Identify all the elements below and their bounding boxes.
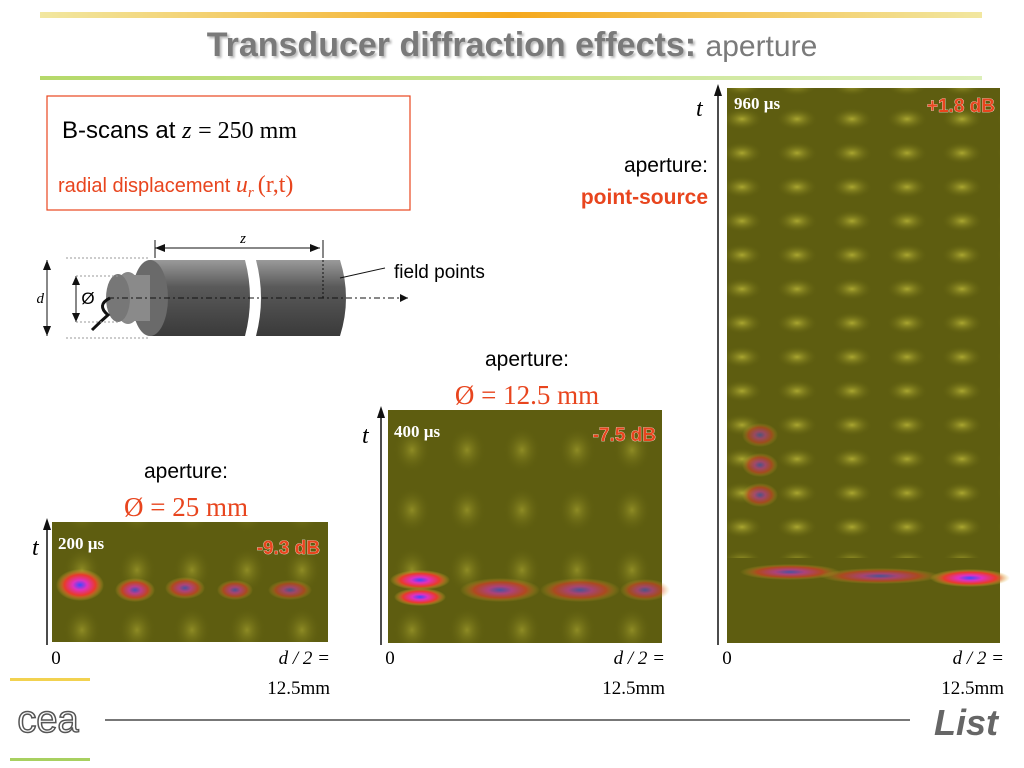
time-label: 960 µs	[734, 94, 781, 113]
footer-accent	[10, 758, 90, 761]
x-end: d / 2 =	[279, 648, 330, 669]
x-start: 0	[722, 648, 732, 669]
time-label: 200 µs	[58, 534, 105, 553]
math-sub: r	[248, 185, 254, 201]
info-line-1: B-scans at z = 250 mm	[62, 117, 297, 144]
panel-aperture: Ø = 12.5 mm	[455, 380, 599, 410]
axis-label: t	[696, 96, 704, 122]
top-rule	[40, 12, 982, 18]
gain-label: -7.5 dB	[593, 425, 656, 446]
title-main: Transducer diffraction effects:	[207, 26, 696, 64]
info-box	[46, 95, 411, 211]
title-rule	[40, 76, 982, 80]
bscan-image	[52, 522, 328, 642]
callout-label: field points	[394, 262, 485, 283]
axis-label: t	[362, 423, 370, 449]
axis-arrows	[43, 84, 722, 530]
x-end: d / 2 =	[953, 648, 1004, 669]
panel-caption: aperture:	[144, 460, 228, 483]
x-start: 0	[51, 648, 61, 669]
x-end-value: 12.5mm	[267, 678, 330, 699]
x-start: 0	[385, 648, 395, 669]
time-axes	[46, 90, 719, 645]
panel-caption: aperture:	[624, 154, 708, 177]
slide-title: Transducer diffraction effects: aperture	[207, 26, 818, 64]
gain-label: +1.8 dB	[927, 96, 995, 117]
bscan-image	[727, 88, 1010, 643]
transducer-diagram	[43, 240, 408, 339]
x-end-value: 12.5mm	[602, 678, 665, 699]
info-line-2: radial displacement ur (r,t)	[58, 172, 293, 201]
time-label: 400 µs	[394, 422, 441, 441]
panel-aperture: Ø = 25 mm	[124, 492, 248, 522]
math-var: z	[181, 118, 192, 144]
length-label: z	[239, 231, 246, 247]
axis-label: t	[32, 535, 40, 561]
bscan-image	[388, 410, 670, 643]
gain-label: -9.3 dB	[257, 538, 320, 559]
math-var: u	[236, 172, 248, 198]
x-end-value: 12.5mm	[941, 678, 1004, 699]
info-text: radial displacement	[58, 175, 231, 197]
footer-accent	[10, 678, 90, 681]
title-sub: aperture	[706, 30, 818, 63]
logo-list: List	[934, 702, 1000, 743]
math-args: (r,t)	[258, 172, 294, 198]
math-value: = 250 mm	[198, 118, 297, 144]
x-end: d / 2 =	[614, 648, 665, 669]
diameter-label: d	[37, 291, 45, 307]
panel-caption: aperture:	[485, 348, 569, 371]
info-text: B-scans at	[62, 117, 176, 144]
aperture-symbol: Ø	[81, 289, 94, 308]
panel-aperture: point-source	[581, 186, 708, 209]
logo-cea: cea	[17, 699, 79, 741]
